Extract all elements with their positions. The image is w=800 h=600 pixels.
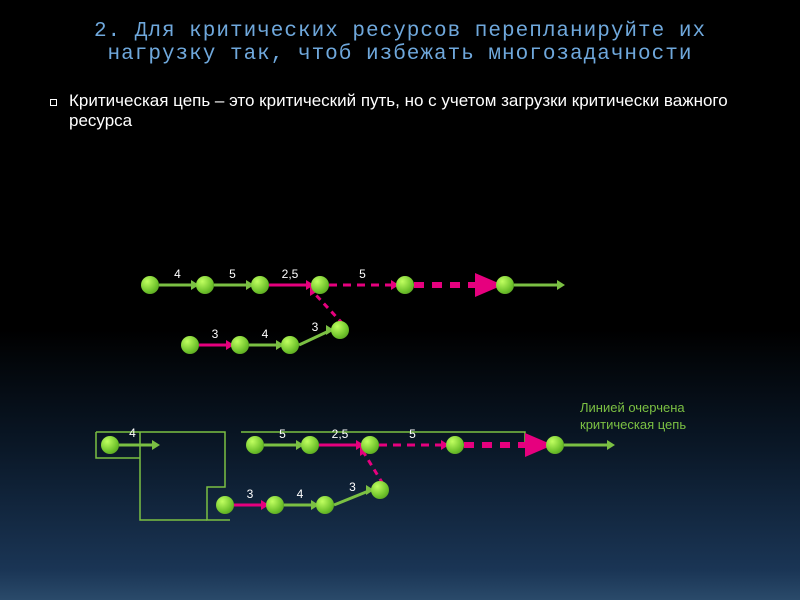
edge-label: 3 <box>312 320 319 334</box>
slide-title: 2. Для критических ресурсов перепланируй… <box>0 0 800 81</box>
caption-line2: критическая цепь <box>580 417 686 432</box>
graph-node <box>231 336 249 354</box>
graph-node <box>316 496 334 514</box>
graph-node <box>266 496 284 514</box>
graph-node <box>496 276 514 294</box>
graph-node <box>361 436 379 454</box>
diagram-bottom: 452,55343 <box>0 430 800 570</box>
bullet-text: Критическая цепь – это критический путь,… <box>69 91 760 131</box>
bullet-marker-icon <box>50 99 57 106</box>
diagram-bottom-edges <box>0 430 800 570</box>
graph-node <box>396 276 414 294</box>
title-text: 2. Для критических ресурсов перепланируй… <box>94 20 706 66</box>
graph-node <box>251 276 269 294</box>
graph-node <box>216 496 234 514</box>
edge-label: 4 <box>174 267 181 281</box>
edge-label: 5 <box>229 267 236 281</box>
edge-label: 5 <box>409 427 416 441</box>
edge-label: 5 <box>279 427 286 441</box>
graph-node <box>311 276 329 294</box>
graph-node <box>181 336 199 354</box>
bullet-item: Критическая цепь – это критический путь,… <box>50 91 760 131</box>
graph-node <box>301 436 319 454</box>
graph-node <box>196 276 214 294</box>
edge-label: 3 <box>247 487 254 501</box>
edge-label: 4 <box>129 426 136 440</box>
graph-node <box>141 276 159 294</box>
edge-label: 3 <box>212 327 219 341</box>
edge-label: 3 <box>349 480 356 494</box>
caption: Линией очерчена критическая цепь <box>580 400 686 434</box>
graph-node <box>101 436 119 454</box>
graph-node <box>246 436 264 454</box>
edge-label: 4 <box>262 327 269 341</box>
edge-label: 2,5 <box>282 267 299 281</box>
bullet-block: Критическая цепь – это критический путь,… <box>0 81 800 131</box>
caption-line1: Линией очерчена <box>580 400 685 415</box>
graph-node <box>446 436 464 454</box>
edge-label: 5 <box>359 267 366 281</box>
graph-node <box>546 436 564 454</box>
diagram-top: 4 5 2,5 5 3 4 3 <box>0 270 800 390</box>
graph-node <box>371 481 389 499</box>
edge-label: 4 <box>297 487 304 501</box>
edge-label: 2,5 <box>332 427 349 441</box>
graph-node <box>281 336 299 354</box>
graph-node <box>331 321 349 339</box>
